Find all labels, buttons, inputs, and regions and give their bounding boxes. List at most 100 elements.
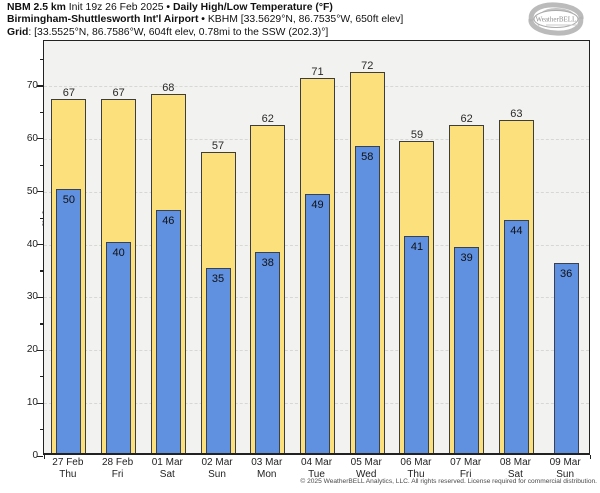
low-temp-bar	[106, 241, 132, 453]
high-value-label: 68	[162, 81, 175, 94]
plot-area: 0 10 20 30 40 50 60 70 67 50 67 40 68 46 57 35 62 38 71 49 7…	[27, 40, 592, 461]
x-tick-label: 27 Feb Thu	[38, 457, 98, 480]
x-tick-date: 06 Mar	[400, 457, 432, 468]
x-tick-label: 03 Mar Mon	[237, 457, 297, 480]
header-line-model: NBM 2.5 km Init 19z 26 Feb 2025 • Daily …	[7, 2, 403, 14]
y-axis-tick	[37, 191, 43, 193]
high-value-label: 63	[510, 107, 523, 120]
logo-text: WeatherBELL	[536, 16, 577, 24]
y-axis-minor-tick	[40, 217, 43, 219]
separator-dot: •	[166, 2, 173, 13]
separator-dot: •	[198, 14, 208, 26]
low-temp-bar	[305, 193, 330, 453]
x-tick-date: 08 Mar	[499, 457, 531, 468]
low-value-label: 40	[112, 246, 125, 259]
low-temp-bar	[354, 146, 380, 453]
model-init-time: Init 19z 26 Feb 2025	[65, 2, 167, 13]
model-name: NBM 2.5 km	[7, 2, 66, 13]
y-axis-tick	[37, 402, 43, 404]
low-value-label: 36	[560, 267, 573, 280]
y-tick-label: 20	[26, 344, 38, 356]
x-tick-weekday: Sun	[208, 468, 226, 480]
station-details: KBHM [33.5629°N, 86.7535°W, 650ft elev]	[207, 14, 404, 26]
x-tick-date: 02 Mar	[201, 457, 233, 468]
x-axis-tick	[590, 455, 592, 459]
x-tick-label: 08 Mar Sat	[485, 457, 545, 480]
high-value-label: 57	[211, 139, 225, 152]
x-tick-label: 04 Mar Tue	[287, 457, 347, 480]
high-value-label: 71	[311, 65, 324, 78]
low-value-label: 39	[460, 251, 473, 264]
y-axis-minor-tick	[40, 376, 43, 378]
x-tick-label: 01 Mar Sat	[137, 457, 197, 480]
x-tick-weekday: Fri	[459, 468, 472, 480]
x-tick-label: 05 Mar Wed	[336, 457, 396, 480]
y-tick-label: 0	[32, 450, 38, 461]
copyright-notice: © 2025 WeatherBELL Analytics, LLC. All r…	[300, 478, 597, 485]
y-axis-minor-tick	[40, 323, 43, 325]
low-temp-bar	[205, 267, 231, 453]
header-line-grid: Grid: [33.5525°N, 86.7586°W, 604ft elev,…	[7, 27, 403, 39]
y-axis-minor-tick	[40, 429, 43, 431]
low-value-label: 38	[261, 257, 274, 270]
high-value-label: 62	[261, 113, 274, 126]
x-tick-weekday: Mon	[257, 468, 277, 480]
header-line-station: Birmingham-Shuttlesworth Int'l Airport •…	[7, 14, 403, 26]
x-axis-tick	[44, 455, 46, 459]
low-value-label: 49	[311, 198, 324, 211]
low-temp-bar	[155, 209, 181, 453]
y-tick-label: 30	[26, 291, 38, 303]
y-tick-label: 60	[26, 132, 38, 144]
x-tick-weekday: Thu	[59, 468, 77, 480]
x-tick-date: 04 Mar	[300, 457, 333, 468]
low-temp-bar	[503, 220, 529, 453]
x-tick-date: 03 Mar	[251, 457, 283, 468]
grid-details: : [33.5525°N, 86.7586°W, 604ft elev, 0.7…	[28, 26, 329, 38]
y-axis-tick	[37, 349, 43, 351]
low-temp-bar	[255, 252, 281, 453]
hurricane-swirl-icon: WeatherBELL	[528, 2, 584, 36]
low-value-label: 44	[510, 225, 523, 238]
low-temp-bar	[404, 236, 430, 453]
x-tick-date: 05 Mar	[350, 457, 382, 468]
x-tick-date: 27 Feb	[52, 457, 84, 468]
high-value-label: 67	[112, 86, 125, 99]
y-tick-label: 40	[26, 238, 38, 250]
station-name: Birmingham-Shuttlesworth Int'l Airport	[7, 14, 199, 26]
high-value-label: 59	[410, 129, 424, 142]
low-temp-bar	[454, 246, 480, 453]
low-value-label: 58	[361, 151, 374, 164]
chart-header: NBM 2.5 km Init 19z 26 Feb 2025 • Daily …	[7, 2, 403, 39]
x-tick-label: 28 Feb Fri	[88, 457, 148, 480]
y-axis-tick	[37, 138, 43, 140]
x-tick-date: 28 Feb	[102, 457, 134, 468]
x-tick-weekday: Sat	[159, 468, 175, 480]
x-tick-date: 07 Mar	[450, 457, 482, 468]
y-axis-minor-tick	[40, 59, 43, 61]
grid-label: Grid	[7, 26, 29, 38]
low-value-label: 35	[211, 272, 225, 285]
weatherbell-logo: WeatherBELL	[518, 1, 594, 37]
x-tick-weekday: Thu	[407, 468, 425, 480]
x-tick-weekday: Fri	[111, 468, 124, 480]
y-axis-minor-tick	[40, 164, 43, 166]
y-axis-tick	[37, 85, 43, 87]
x-tick-date: 01 Mar	[151, 457, 183, 468]
y-axis-tick	[37, 455, 43, 457]
low-value-label: 41	[410, 241, 424, 254]
low-temp-bar	[56, 188, 82, 453]
x-tick-date: 09 Mar	[549, 457, 581, 468]
high-value-label: 62	[460, 113, 473, 126]
low-value-label: 50	[62, 193, 75, 206]
x-tick-label: 02 Mar Sun	[187, 457, 247, 480]
y-tick-label: 50	[26, 185, 38, 197]
x-tick-weekday: Sun	[556, 468, 575, 480]
y-axis-minor-tick	[40, 270, 43, 272]
x-tick-weekday: Wed	[356, 468, 377, 480]
high-value-label: 67	[62, 86, 75, 99]
y-tick-label: 70	[26, 79, 38, 91]
y-axis-tick	[37, 296, 43, 299]
y-axis-minor-tick	[40, 111, 43, 114]
y-axis-tick	[37, 244, 43, 246]
